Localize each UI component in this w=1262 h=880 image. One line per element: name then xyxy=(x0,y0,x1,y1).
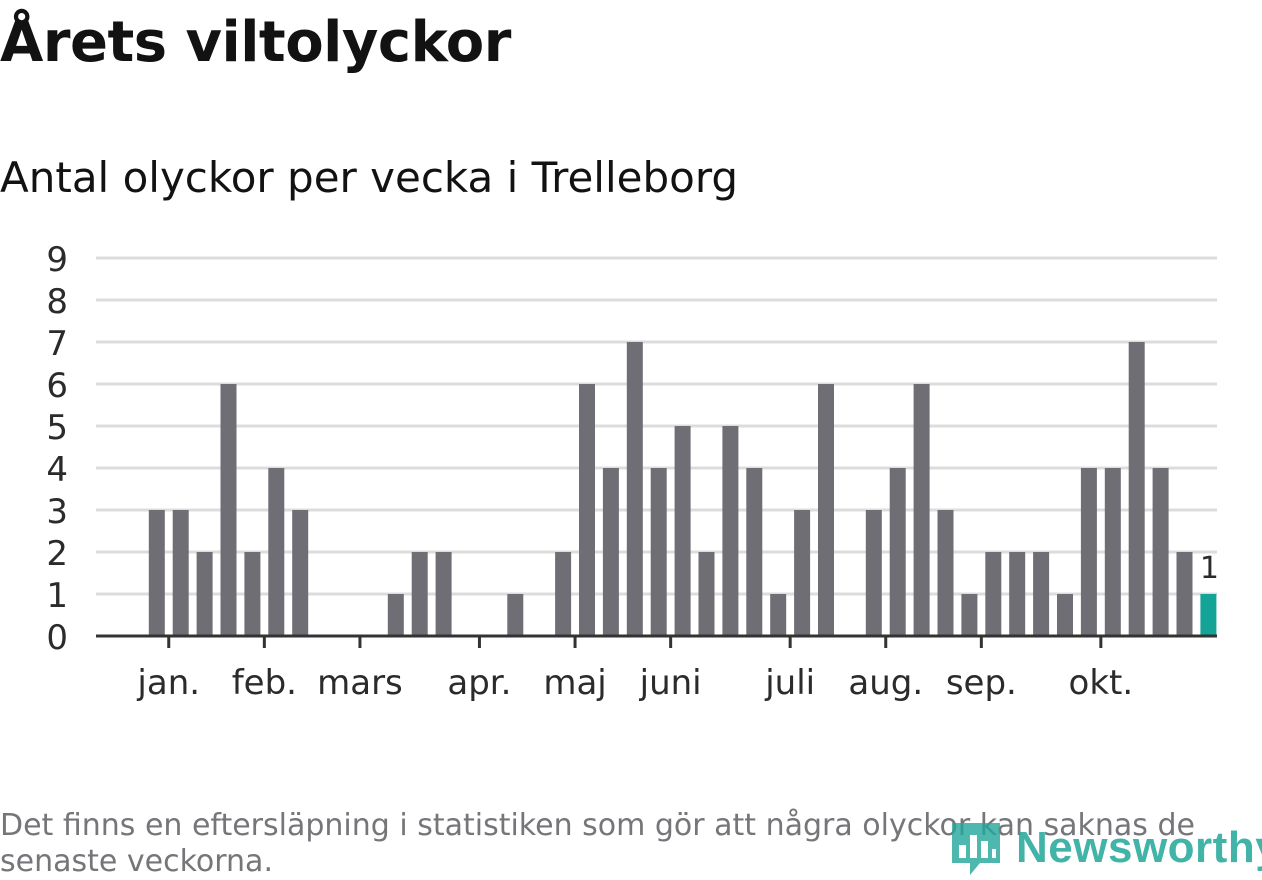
bar xyxy=(1104,468,1121,636)
y-tick-label: 9 xyxy=(46,240,68,280)
bar xyxy=(794,510,811,636)
logo-text: Newsworthy xyxy=(1016,823,1262,872)
y-tick-label: 6 xyxy=(46,366,68,406)
bar xyxy=(1176,552,1193,636)
bar-highlight xyxy=(1200,594,1217,636)
bar xyxy=(746,468,763,636)
bar xyxy=(913,384,930,636)
bar xyxy=(244,552,261,636)
newsworthy-logo: Newsworthy xyxy=(950,818,1262,878)
x-tick-label: juli xyxy=(764,663,815,703)
y-tick-label: 0 xyxy=(46,618,68,658)
x-tick-label: aug. xyxy=(848,663,923,703)
bar xyxy=(411,552,428,636)
bar xyxy=(1128,342,1145,636)
y-tick-label: 3 xyxy=(46,492,68,532)
bar xyxy=(1080,468,1097,636)
bar xyxy=(1057,594,1073,636)
y-tick-label: 4 xyxy=(46,450,68,490)
bar xyxy=(698,552,715,636)
bar xyxy=(770,594,787,636)
bar xyxy=(196,552,213,636)
chart-subtitle: Antal olyckor per vecka i Trelleborg xyxy=(0,153,739,202)
bar xyxy=(985,552,1002,636)
x-tick-label: juni xyxy=(639,663,702,703)
bar xyxy=(961,594,978,636)
bar-chart-speech-icon xyxy=(952,823,1000,875)
bar xyxy=(268,468,285,636)
bar xyxy=(1152,468,1169,636)
x-tick-label: sep. xyxy=(946,663,1017,703)
bar xyxy=(148,510,165,636)
bar xyxy=(579,384,595,636)
x-tick-label: jan. xyxy=(136,663,200,703)
bar xyxy=(650,468,667,636)
highlight-data-label: 1 xyxy=(1200,551,1219,586)
annotations: 1 xyxy=(1200,551,1219,586)
x-tick-label: mars xyxy=(317,663,403,703)
bar xyxy=(172,510,189,636)
bar xyxy=(387,594,404,636)
bar xyxy=(292,510,309,636)
x-axis: jan. feb. mars apr. maj juni juli aug. sep. okt. xyxy=(96,634,1217,703)
x-tick-label: maj xyxy=(543,663,606,703)
x-tick-label: okt. xyxy=(1069,663,1134,703)
bar xyxy=(602,468,619,636)
chart-title: Årets viltolyckor xyxy=(0,10,511,75)
y-tick-label: 5 xyxy=(46,408,68,448)
bar xyxy=(220,384,237,636)
y-tick-label: 7 xyxy=(46,324,68,364)
bar xyxy=(1009,552,1026,636)
bars xyxy=(148,342,1217,636)
bar xyxy=(435,552,452,636)
bar xyxy=(555,552,572,636)
bar xyxy=(626,342,643,636)
y-tick-label: 2 xyxy=(46,534,68,574)
bar xyxy=(818,384,834,636)
y-tick-label: 8 xyxy=(46,282,68,322)
bar xyxy=(937,510,954,636)
bar xyxy=(889,468,906,636)
y-tick-label: 1 xyxy=(46,576,68,616)
bar xyxy=(507,594,524,636)
x-tick-label: feb. xyxy=(232,663,297,703)
x-tick-label: apr. xyxy=(447,663,511,703)
bar xyxy=(865,510,882,636)
bar xyxy=(1033,552,1050,636)
bar xyxy=(674,426,691,636)
bar xyxy=(722,426,739,636)
